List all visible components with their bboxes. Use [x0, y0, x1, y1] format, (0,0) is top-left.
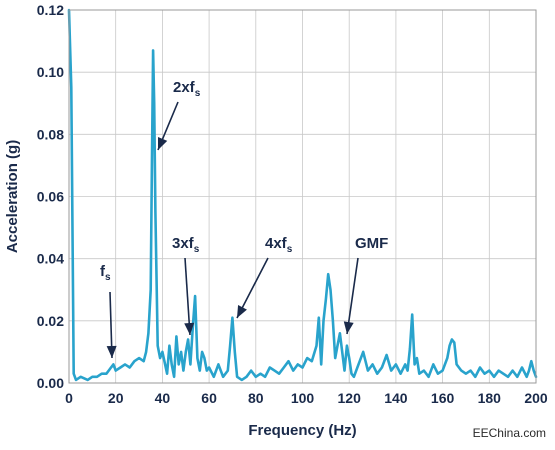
plot-frame [68, 9, 537, 384]
grid-layer [69, 10, 536, 383]
spectrum-line [67, 8, 538, 382]
x-tick-label: 200 [524, 390, 548, 406]
annotation-label: 4xfs [265, 235, 293, 255]
annotation-arrowhead [158, 137, 168, 150]
x-tick-label: 40 [155, 390, 171, 406]
ticks-layer: 0 20 40 60 80 100 120 140 160 180 200 0.00 0.02 0.04 0… [37, 2, 548, 406]
annotation-arrow-shaft [184, 257, 191, 336]
annotation-text: 4xf [265, 235, 288, 252]
annotation-label: GMF [355, 235, 388, 252]
annotation-text: 3xf [172, 235, 195, 252]
y-tick-label: 0.02 [37, 313, 64, 329]
annotation-label: 2xfs [173, 79, 201, 99]
x-tick-label: 80 [248, 390, 264, 406]
x-tick-label: 120 [338, 390, 362, 406]
annotation-arrowhead [106, 345, 117, 358]
annotation-text: GMF [355, 235, 388, 252]
annotation-subscript: s [105, 272, 111, 283]
x-tick-label: 100 [291, 390, 315, 406]
annotation-arrowhead [237, 305, 247, 318]
x-tick-label: 140 [384, 390, 408, 406]
x-tick-label: 20 [108, 390, 124, 406]
x-tick-label: 60 [201, 390, 217, 406]
annotation-label: 3xfs [172, 235, 200, 255]
series-layer [67, 8, 538, 382]
y-tick-label: 0.06 [37, 189, 64, 205]
x-axis-title: Frequency (Hz) [248, 422, 356, 439]
annotation-3xfs: 3xfs [172, 235, 200, 336]
annotation-text: f [100, 263, 106, 280]
y-tick-label: 0.10 [37, 64, 64, 80]
watermark-text: EEChina.com [473, 426, 546, 440]
annotation-arrowhead [184, 322, 195, 335]
x-tick-label: 0 [65, 390, 73, 406]
x-tick-label: 160 [431, 390, 455, 406]
annotation-subscript: s [195, 88, 201, 99]
y-tick-label: 0.00 [37, 375, 64, 391]
annotation-subscript: s [287, 244, 293, 255]
x-tick-label: 180 [478, 390, 502, 406]
annotation-fs: fs [100, 263, 117, 359]
annotation-2xfs: 2xfs [157, 79, 201, 151]
annotation-text: 2xf [173, 79, 196, 96]
annotation-gmf: GMF [343, 235, 388, 335]
annotation-label: fs [100, 263, 111, 283]
annotation-arrowhead [343, 321, 354, 334]
annotation-arrow-shaft [346, 257, 359, 335]
y-tick-label: 0.12 [37, 2, 64, 18]
annotation-subscript: s [194, 244, 200, 255]
y-axis-title: Acceleration (g) [4, 140, 21, 253]
annotation-4xfs: 4xfs [236, 235, 293, 319]
y-tick-label: 0.04 [37, 251, 64, 267]
y-tick-label: 0.08 [37, 126, 64, 142]
